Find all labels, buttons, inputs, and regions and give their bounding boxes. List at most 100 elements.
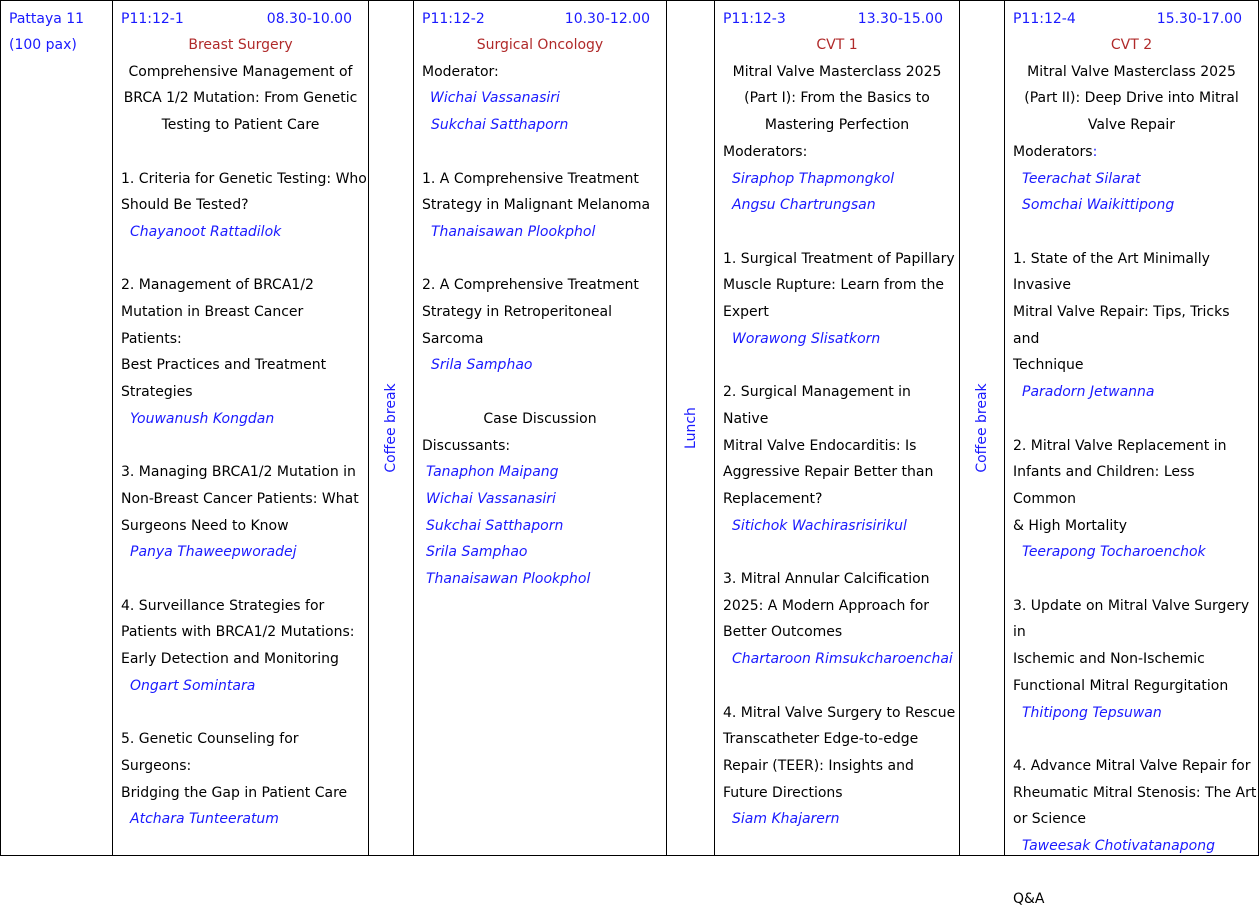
moderator-label: Moderators: [723,143,808,160]
talk-title-line: 4. Surveillance Strategies for [121,597,325,614]
session-title-line: Mitral Valve Masterclass 2025 [1027,63,1236,80]
room-name: Pattaya 11 [9,11,85,27]
talk: 1. Surgical Treatment of Papillary Muscl… [723,246,959,353]
discussant-name: Sukchai Satthaporn [426,517,564,534]
talk-title-line: 1. A Comprehensive Treatment [422,170,639,187]
talk-title-line: 2. Surgical Management in Native [723,384,911,427]
talk-title-line: Bridging the Gap in Patient Care [121,784,348,801]
session-title-line: BRCA 1/2 Mutation: From Genetic [123,90,358,107]
session-title-line: Mastering Perfection [764,117,910,134]
moderator-name: Teerachat Silarat [1022,170,1141,187]
talk-title-line: Better Outcomes [723,624,843,641]
talk-title-line: 3. Mitral Annular Calcification [723,571,930,588]
talk-title-line: Replacement? [723,490,823,507]
moderator-label-row: Moderators: [1013,139,1258,166]
session-title-line: Valve Repair [1087,117,1176,134]
session-title-line: (Part II): Deep Drive into Mitral [1024,90,1239,107]
moderator-name: Somchai Waikittipong [1022,197,1175,214]
talk: 3. Update on Mitral Valve Surgery in Isc… [1013,593,1258,727]
moderator-name: Siraphop Thapmongkol [732,170,895,187]
session-3-header: P11:12-3 13.30-15.00 [723,6,959,32]
session-title-line: Comprehensive Management of [128,63,353,80]
talk-title-line: 2025: A Modern Approach for [723,597,930,614]
talk-title-line: Future Directions [723,784,843,801]
talk-title-line: 2. Mitral Valve Replacement in [1013,437,1227,454]
talk-title-line: 1. Criteria for Genetic Testing: Who [121,170,367,187]
speaker-name: Youwanush Kongdan [130,410,275,427]
session-time: 10.30-12.00 [564,11,650,27]
session-track: CVT 2 [1110,37,1153,53]
talk-title-line: Technique [1013,357,1084,374]
session-code: P11:12-4 [1013,11,1076,27]
discussant-name: Tanaphon Maipang [426,464,559,481]
session-time: 15.30-17.00 [1156,11,1242,27]
speaker-name: Worawong Slisatkorn [732,330,881,347]
session-code: P11:12-1 [121,11,184,27]
session-code: P11:12-3 [723,11,786,27]
session-track: Breast Surgery [188,37,293,53]
moderator-label: Moderator: [422,63,499,80]
talk-title-line: Ischemic and Non-Ischemic [1013,651,1205,668]
talk-title-line: Repair (TEER): Insights and [723,757,914,774]
session-time: 13.30-15.00 [857,11,943,27]
talk-title-line: 3. Managing BRCA1/2 Mutation in [121,464,356,481]
discussant-name: Thanaisawan Plookphol [426,571,591,588]
talk-title-line: 3. Update on Mitral Valve Surgery in [1013,597,1250,641]
speaker-name: Paradorn Jetwanna [1022,384,1155,401]
talk-title-line: 2. Management of BRCA1/2 [121,277,314,294]
speaker-name: Taweesak Chotivatanapong [1022,838,1215,855]
moderator-name: Angsu Chartrungsan [732,197,876,214]
room-column: Pattaya 11 (100 pax) [1,1,113,855]
talk-title-line: Functional Mitral Regurgitation [1013,677,1229,694]
speaker-name: Chartaroon Rimsukcharoenchai [732,651,953,668]
lunch-column: Lunch [667,1,715,855]
speaker-name: Sitichok Wachirasrisirikul [732,517,907,534]
talk: 4. Advance Mitral Valve Repair for Rheum… [1013,753,1258,860]
discussant-name: Srila Samphao [426,544,528,561]
session-title-line: (Part I): From the Basics to [744,90,930,107]
session-title-line: Testing to Patient Care [161,117,320,134]
talk-title-line: Strategies [121,384,193,401]
talk-title-line: 1. Surgical Treatment of Papillary [723,250,955,267]
talk-title-line: Rheumatic Mitral Stenosis: The Art [1013,784,1257,801]
moderator-name: Wichai Vassanasiri [430,90,560,107]
coffee-break-label: Coffee break [383,383,399,473]
talk-title-line: Muscle Rupture: Learn from the [723,277,944,294]
moderator-colon: : [1092,143,1098,160]
talk-title-line: Strategy in Retroperitoneal [422,304,613,320]
talk-title-line: Infants and Children: Less Common [1013,464,1195,507]
talk-title-line: 1. State of the Art Minimally Invasive [1013,250,1210,294]
moderator-label: Moderators [1013,143,1093,160]
talk-title-line: Expert [723,304,769,321]
talk: 2. Surgical Management in Native Mitral … [723,379,959,539]
talk-title-line: Sarcoma [422,330,484,347]
session-2: P11:12-2 10.30-12.00 Surgical Oncology M… [414,1,667,855]
talk-title-line: Mitral Valve Repair: Tips, Tricks and [1013,304,1230,347]
speaker-name: Teerapong Tocharoenchok [1022,544,1206,561]
session-1-header: P11:12-1 08.30-10.00 [121,6,368,32]
session-4: P11:12-4 15.30-17.00 CVT 2 Mitral Valve … [1005,1,1258,907]
coffee-break-label: Coffee break [974,383,990,473]
session-4-header: P11:12-4 15.30-17.00 [1013,6,1258,32]
speaker-name: Atchara Tunteeratum [130,811,279,828]
talk: 4. Surveillance Strategies for Patients … [121,593,368,700]
session-1: P11:12-1 08.30-10.00 Breast Surgery Comp… [113,1,369,855]
talk: 2. Mitral Valve Replacement in Infants a… [1013,433,1258,567]
session-code: P11:12-2 [422,11,485,27]
talk-title-line: Aggressive Repair Better than [723,464,934,481]
talk-title-line: 2. A Comprehensive Treatment [422,277,639,294]
discussants-label: Discussants: [422,437,511,454]
talk-title-line: Best Practices and Treatment [121,357,327,374]
talk: 1. A Comprehensive Treatment Strategy in… [422,166,666,246]
speaker-name: Chayanoot Rattadilok [130,223,282,240]
session-track: Surgical Oncology [476,37,604,53]
talk-title-line: Non-Breast Cancer Patients: What [121,490,359,507]
talk: 4. Mitral Valve Surgery to Rescue Transc… [723,700,959,834]
coffee-break-column: Coffee break [960,1,1005,855]
talk-title-line: Should Be Tested? [121,197,249,214]
talk-title-line: 4. Advance Mitral Valve Repair for [1013,757,1251,774]
speaker-name: Thanaisawan Plookphol [431,223,596,240]
talk: 2. A Comprehensive Treatment Strategy in… [422,272,666,379]
talk-title-line: & High Mortality [1013,517,1128,534]
